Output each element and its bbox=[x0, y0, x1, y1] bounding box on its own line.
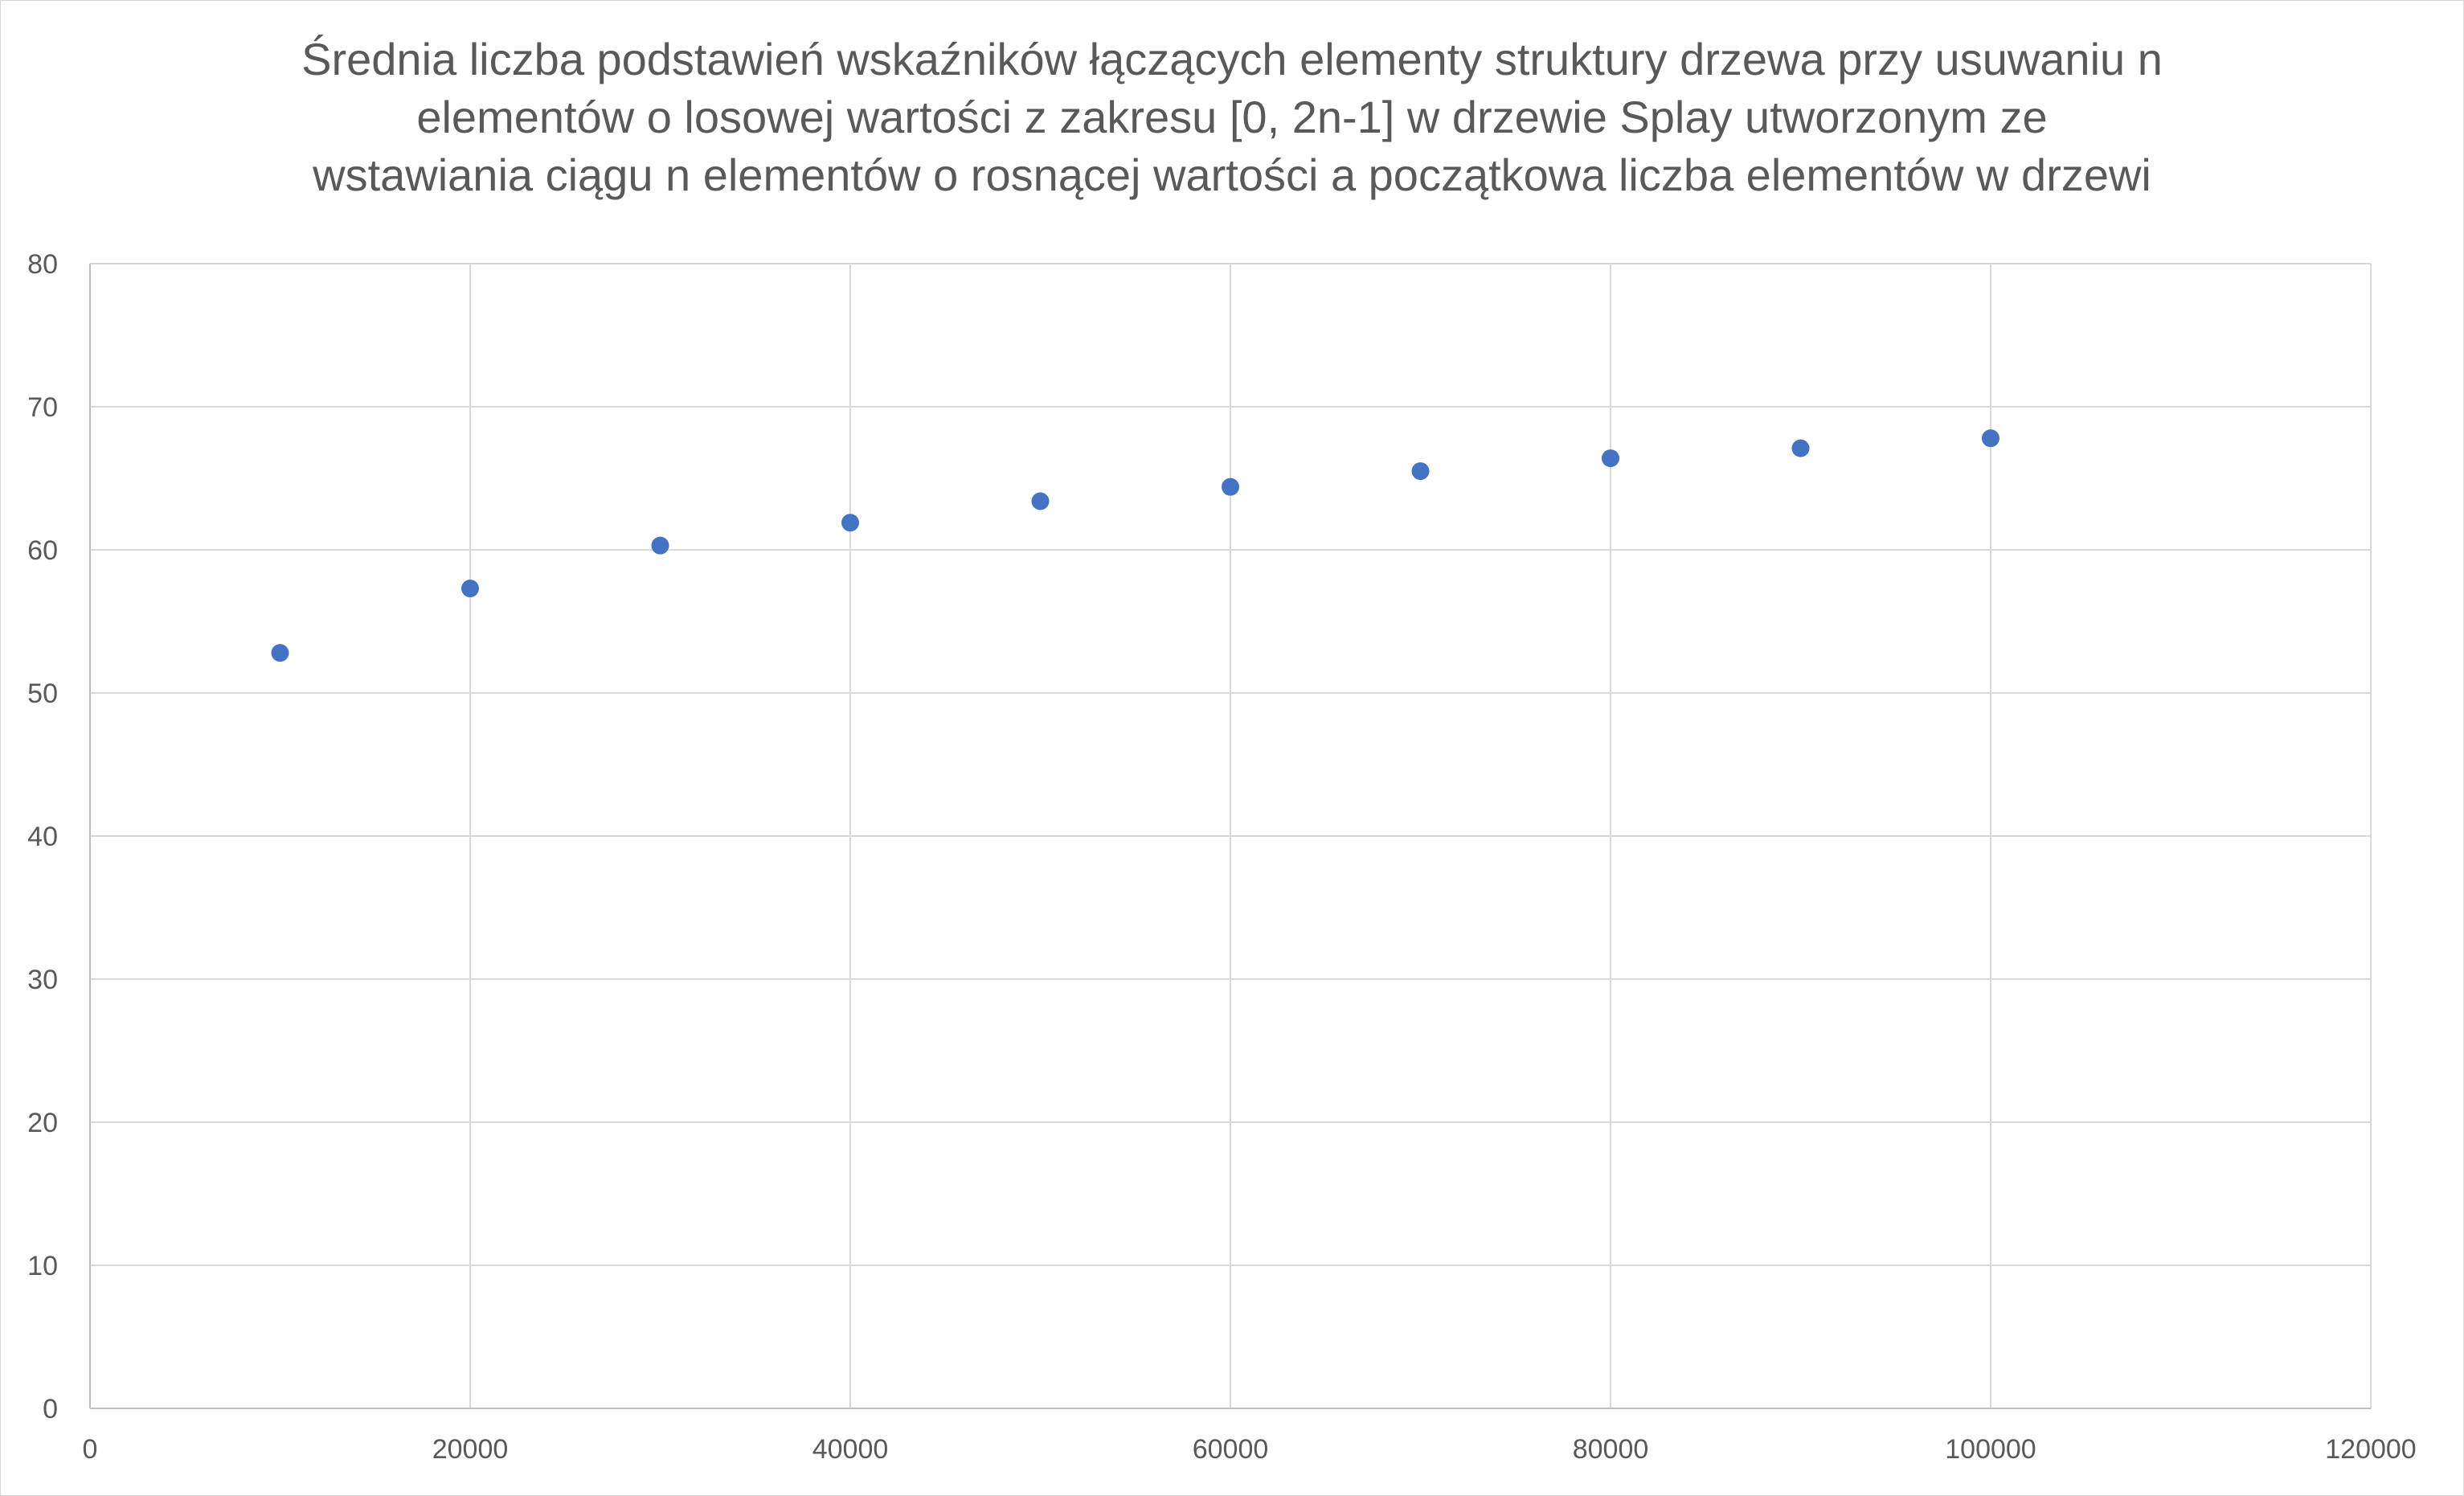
chart-title-line-3: wstawiania ciągu n elementów o rosnącej … bbox=[313, 150, 2151, 200]
x-tick-label: 20000 bbox=[432, 1434, 509, 1465]
data-point bbox=[651, 536, 669, 555]
data-point bbox=[1602, 449, 1619, 468]
y-tick-labels: 0 10 20 30 40 50 60 70 80 bbox=[27, 249, 58, 1424]
data-points bbox=[271, 429, 1999, 662]
y-tick-label: 60 bbox=[27, 535, 58, 566]
y-tick-label: 10 bbox=[27, 1251, 58, 1281]
x-tick-label: 0 bbox=[83, 1434, 98, 1465]
chart-title-line-2: elementów o losowej wartości z zakresu [… bbox=[416, 92, 2048, 142]
x-tick-label: 40000 bbox=[812, 1434, 889, 1465]
data-point bbox=[841, 514, 859, 532]
x-tick-labels: 0 20000 40000 60000 80000 100000 120000 bbox=[83, 1434, 2417, 1465]
grid-lines bbox=[90, 263, 2372, 1408]
x-tick-label: 80000 bbox=[1573, 1434, 1649, 1465]
x-tick-label: 60000 bbox=[1193, 1434, 1269, 1465]
x-tick-label: 100000 bbox=[1945, 1434, 2036, 1465]
data-point bbox=[1222, 477, 1239, 496]
data-point bbox=[1982, 429, 1999, 448]
y-tick-label: 70 bbox=[27, 392, 58, 423]
data-point bbox=[1791, 439, 1810, 457]
y-tick-label: 30 bbox=[27, 965, 58, 995]
data-point bbox=[1411, 462, 1430, 481]
y-tick-label: 0 bbox=[43, 1394, 58, 1424]
y-tick-label: 50 bbox=[27, 678, 58, 709]
axes bbox=[89, 264, 2371, 1409]
y-tick-label: 20 bbox=[27, 1108, 58, 1138]
data-point bbox=[271, 644, 289, 662]
y-tick-label: 80 bbox=[27, 249, 58, 280]
x-tick-label: 120000 bbox=[2325, 1434, 2416, 1465]
chart-title-line-1: Średnia liczba podstawień wskaźników łąc… bbox=[301, 34, 2163, 84]
y-tick-label: 40 bbox=[27, 822, 58, 852]
data-point bbox=[1031, 492, 1050, 510]
data-point bbox=[461, 580, 479, 598]
chart-title: Średnia liczba podstawień wskaźników łąc… bbox=[0, 31, 2464, 204]
